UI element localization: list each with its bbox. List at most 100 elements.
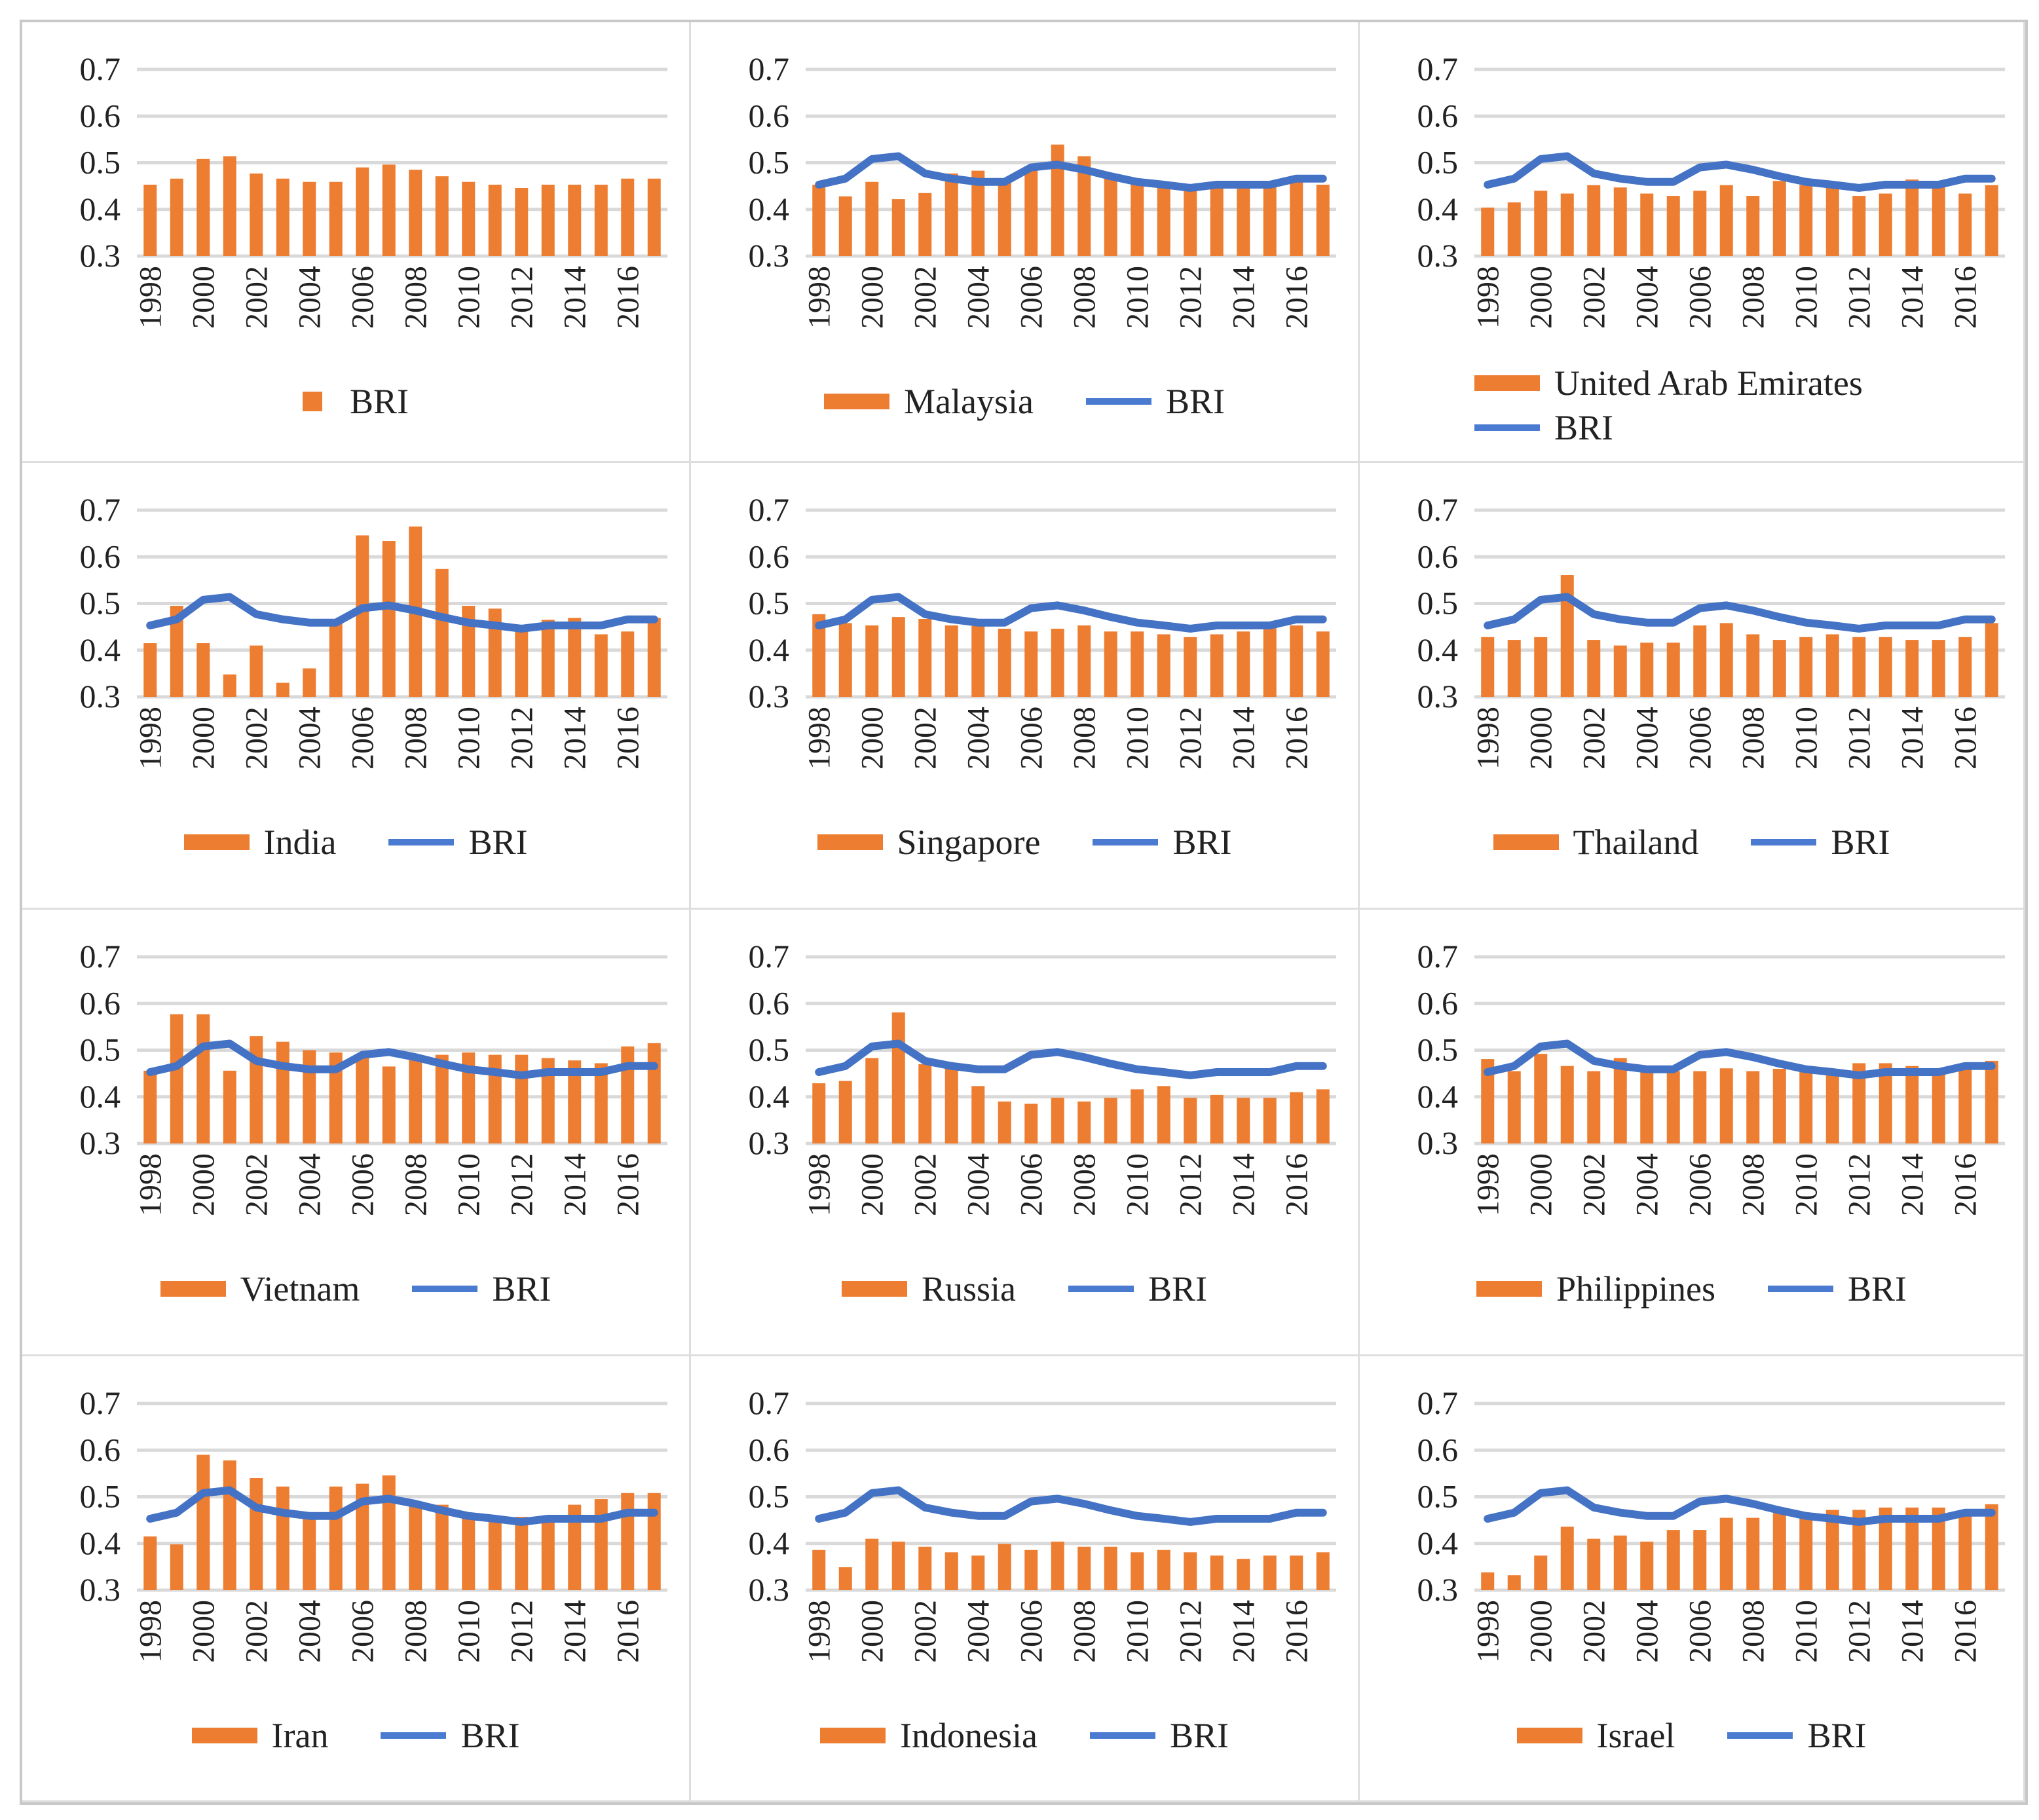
bar-1998 (143, 184, 157, 256)
y-tick-label: 0.5 (749, 585, 790, 622)
bar-2003 (945, 625, 958, 697)
bar-2004 (303, 1050, 316, 1143)
legend-bar-swatch (824, 394, 889, 409)
x-tick-label: 2000 (186, 1600, 221, 1663)
legend-item-bri: BRI (412, 1269, 551, 1309)
y-tick-label: 0.4 (749, 1078, 790, 1115)
x-tick-label: 2016 (1279, 707, 1314, 770)
bar-2006 (356, 1054, 369, 1143)
y-tick-label: 0.7 (1417, 491, 1459, 528)
legend-label: United Arab Emirates (1554, 363, 1863, 403)
legend-label: Thailand (1573, 823, 1699, 862)
bar-1999 (1507, 640, 1521, 697)
bar-2011 (488, 184, 502, 256)
x-tick-label: 2010 (1789, 707, 1824, 770)
x-tick-label: 2016 (1948, 1600, 1983, 1663)
x-tick-label: 2016 (1279, 1600, 1314, 1663)
chart-panel-singapore: 0.7 0.6 0.5 0.4 0.3 1998 2000 2002 2004 2006 2008 2… (691, 463, 1360, 910)
legend-label: BRI (1554, 408, 1614, 447)
chart-panel-indonesia: 0.7 0.6 0.5 0.4 0.3 1998 2000 2002 2004 2006 2008 2… (691, 1356, 1360, 1802)
y-tick-label: 0.6 (749, 97, 790, 134)
legend-line-swatch (412, 1286, 478, 1292)
x-tick-label: 2008 (398, 707, 433, 770)
x-tick-label: 2000 (1524, 1153, 1558, 1216)
x-tick-label: 2006 (345, 266, 380, 329)
legend-label: BRI (492, 1269, 552, 1309)
bar-2012 (1184, 1552, 1197, 1590)
small-multiples-grid: 0.7 0.6 0.5 0.4 0.3 1998 2000 2002 2004 2006 2008 2… (22, 22, 2025, 1802)
legend-bar-swatch (841, 1281, 907, 1297)
bar-2005 (1666, 1071, 1680, 1143)
legend: Malaysia BRI (691, 381, 1358, 422)
legend-item-bri: BRI (1474, 407, 1613, 448)
bar-2009 (1772, 1069, 1786, 1143)
bar-1998 (812, 614, 826, 697)
bar-2011 (488, 1054, 502, 1143)
x-tick-label: 2012 (504, 266, 539, 329)
bar-2000 (1534, 191, 1548, 256)
bar-2007 (382, 1475, 396, 1590)
bar-2004 (303, 1515, 316, 1590)
bar-1998 (143, 1070, 157, 1143)
y-tick-label: 0.7 (749, 50, 790, 87)
bar-2008 (1746, 1517, 1760, 1590)
bar-2004 (303, 181, 316, 256)
bar-2007 (1051, 1098, 1064, 1143)
x-tick-label: 2002 (1577, 1600, 1611, 1663)
bar-2011 (488, 608, 502, 697)
bar-2002 (1587, 640, 1601, 697)
x-tick-label: 2012 (1173, 1153, 1208, 1216)
y-tick-label: 0.3 (1417, 1124, 1459, 1161)
bar-2006 (1693, 1071, 1707, 1143)
bar-2004 (1640, 193, 1654, 256)
x-tick-label: 2002 (1577, 1153, 1611, 1216)
x-tick-label: 2004 (292, 707, 327, 770)
x-tick-label: 1998 (1470, 1153, 1505, 1216)
bar-2000 (196, 1014, 210, 1143)
x-tick-label: 2014 (1895, 1153, 1930, 1216)
bar-2008 (1746, 634, 1760, 697)
bar-2016 (1290, 178, 1303, 256)
x-tick-label: 2014 (1226, 1153, 1261, 1216)
bar-2015 (594, 184, 608, 256)
legend-item-bri: BRI (1089, 1715, 1229, 1756)
x-tick-label: 1998 (133, 1153, 168, 1216)
x-tick-label: 2008 (1736, 266, 1770, 329)
y-tick-label: 0.7 (1417, 938, 1459, 975)
bar-2000 (865, 1538, 879, 1590)
bar-2012 (1852, 1510, 1866, 1590)
bar-2013 (541, 1058, 555, 1143)
x-tick-label: 2002 (1577, 266, 1611, 329)
legend-line-swatch (381, 1732, 447, 1739)
y-tick-label: 0.4 (749, 191, 790, 227)
y-tick-label: 0.7 (749, 938, 790, 975)
bar-2002 (918, 193, 932, 256)
bar-2006 (1024, 1104, 1038, 1143)
bar-2017 (1316, 631, 1330, 697)
bar-2008 (1077, 1101, 1091, 1143)
legend-label: BRI (1165, 382, 1225, 421)
legend-item-bri: BRI (302, 381, 409, 422)
bar-2003 (276, 682, 290, 697)
legend-item-country: Indonesia (820, 1715, 1038, 1756)
legend: Israel BRI (1360, 1715, 2023, 1756)
x-tick-label: 2004 (292, 266, 327, 329)
bar-2014 (1237, 185, 1250, 256)
bar-2001 (891, 199, 905, 256)
x-tick-label: 2016 (1279, 1153, 1314, 1216)
bri-line (146, 1039, 658, 1079)
bar-2011 (1825, 634, 1839, 697)
bar-2000 (1534, 1054, 1548, 1143)
bar-2000 (196, 643, 210, 697)
x-tick-label: 2008 (398, 1153, 433, 1216)
bar-2009 (435, 1054, 449, 1143)
legend-label: Indonesia (900, 1716, 1038, 1755)
bar-1999 (838, 1081, 852, 1143)
bar-2008 (1077, 156, 1091, 256)
x-tick-label: 2008 (1067, 266, 1102, 329)
bar-2011 (1825, 1069, 1839, 1143)
x-tick-label: 2012 (1842, 707, 1877, 770)
x-tick-label: 2016 (610, 266, 645, 329)
y-tick-label: 0.5 (749, 1031, 790, 1068)
bar-2015 (1263, 627, 1277, 697)
